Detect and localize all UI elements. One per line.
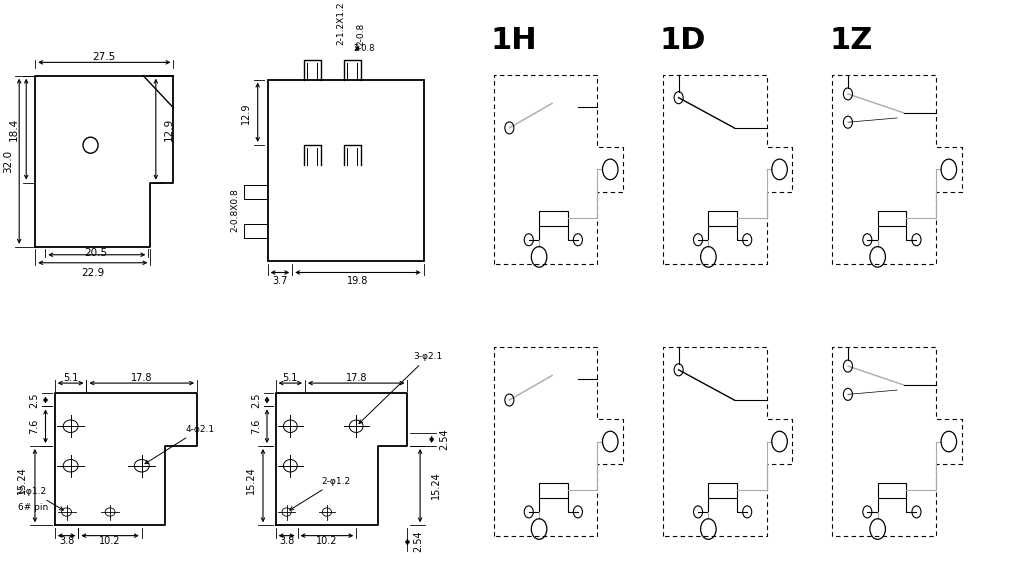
Bar bbox=[877, 211, 906, 226]
Bar bbox=[268, 80, 424, 261]
Text: 5.1: 5.1 bbox=[282, 373, 298, 383]
Text: 2-1.2X1.2: 2-1.2X1.2 bbox=[337, 1, 345, 45]
Text: 15.24: 15.24 bbox=[16, 466, 27, 494]
Text: 2.54: 2.54 bbox=[413, 530, 423, 552]
Text: 2.5: 2.5 bbox=[30, 392, 39, 408]
Text: 3-φ2.1: 3-φ2.1 bbox=[359, 352, 443, 424]
Text: 2-0.8X0.8: 2-0.8X0.8 bbox=[230, 188, 239, 232]
Text: 32.0: 32.0 bbox=[3, 149, 12, 173]
Bar bbox=[539, 211, 567, 226]
Text: 3.7: 3.7 bbox=[272, 276, 287, 286]
Text: 3.8: 3.8 bbox=[279, 536, 294, 546]
Text: 17.8: 17.8 bbox=[346, 373, 367, 383]
Text: 12.9: 12.9 bbox=[163, 118, 173, 141]
Text: 27.5: 27.5 bbox=[92, 52, 116, 62]
Text: 5.1: 5.1 bbox=[63, 373, 78, 383]
Text: 15.24: 15.24 bbox=[431, 472, 440, 500]
Text: 2-φ1.2: 2-φ1.2 bbox=[290, 477, 351, 510]
Text: 3.8: 3.8 bbox=[58, 536, 74, 546]
Text: 4-φ2.1: 4-φ2.1 bbox=[145, 424, 214, 464]
Text: 2-φ1.2: 2-φ1.2 bbox=[17, 487, 64, 510]
Text: 7.6: 7.6 bbox=[251, 419, 262, 434]
Text: 7.6: 7.6 bbox=[30, 419, 39, 434]
Text: 10.2: 10.2 bbox=[100, 536, 121, 546]
Text: 15.24: 15.24 bbox=[245, 466, 255, 494]
Text: 20.5: 20.5 bbox=[84, 248, 107, 258]
Bar bbox=[708, 483, 737, 498]
Bar bbox=[877, 483, 906, 498]
Text: 17.8: 17.8 bbox=[131, 373, 153, 383]
Bar bbox=[708, 211, 737, 226]
Text: 18.4: 18.4 bbox=[9, 118, 19, 141]
Text: 2-0.8: 2-0.8 bbox=[356, 23, 365, 46]
Text: 10.2: 10.2 bbox=[316, 536, 338, 546]
Text: 1D: 1D bbox=[660, 26, 706, 55]
Text: 22.9: 22.9 bbox=[81, 268, 105, 278]
Text: 2.5: 2.5 bbox=[251, 392, 262, 408]
Text: 1Z: 1Z bbox=[829, 26, 872, 55]
Text: 2.54: 2.54 bbox=[439, 428, 449, 450]
Text: 2-0.8: 2-0.8 bbox=[353, 44, 374, 53]
Bar bbox=[539, 483, 567, 498]
Text: 12.9: 12.9 bbox=[241, 103, 251, 124]
Text: 1H: 1H bbox=[490, 26, 537, 55]
Text: 19.8: 19.8 bbox=[347, 276, 368, 286]
Text: 6# pin: 6# pin bbox=[17, 503, 48, 511]
